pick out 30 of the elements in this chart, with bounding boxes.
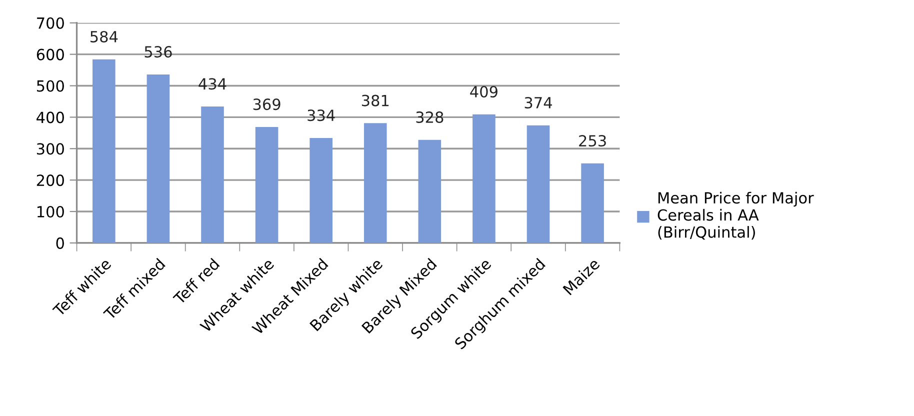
bar: [92, 59, 116, 243]
bar: [255, 126, 278, 243]
bar: [364, 123, 387, 243]
y-tick-label: 600: [36, 48, 64, 60]
data-label: 536: [144, 46, 172, 58]
data-label: 328: [416, 111, 444, 123]
data-label: 434: [198, 78, 226, 90]
y-tick-label: 100: [37, 206, 64, 218]
data-label: 409: [470, 86, 498, 98]
data-label: 381: [362, 94, 389, 106]
data-label: 374: [524, 96, 552, 109]
y-tick-label: 400: [36, 112, 64, 124]
x-tick-label: Teff red: [172, 258, 220, 306]
y-tick-label: 700: [37, 17, 64, 29]
bar: [310, 138, 332, 243]
data-label: 584: [90, 30, 118, 42]
bar: [526, 125, 550, 243]
y-tick-label: 200: [36, 174, 64, 186]
bar: [581, 163, 604, 243]
y-tick-label: 0: [56, 237, 64, 249]
bar: [146, 74, 170, 243]
bar: [418, 140, 442, 243]
legend-label: Mean Price for Major Cereals in AA (Birr/Quintal): [658, 192, 814, 240]
y-tick-label: 300: [36, 143, 64, 155]
bar: [472, 114, 496, 243]
data-label: 253: [579, 135, 606, 147]
data-label: 334: [308, 110, 335, 122]
data-label: 369: [253, 98, 280, 110]
y-tick-label: 500: [36, 80, 64, 92]
bar: [201, 106, 224, 243]
